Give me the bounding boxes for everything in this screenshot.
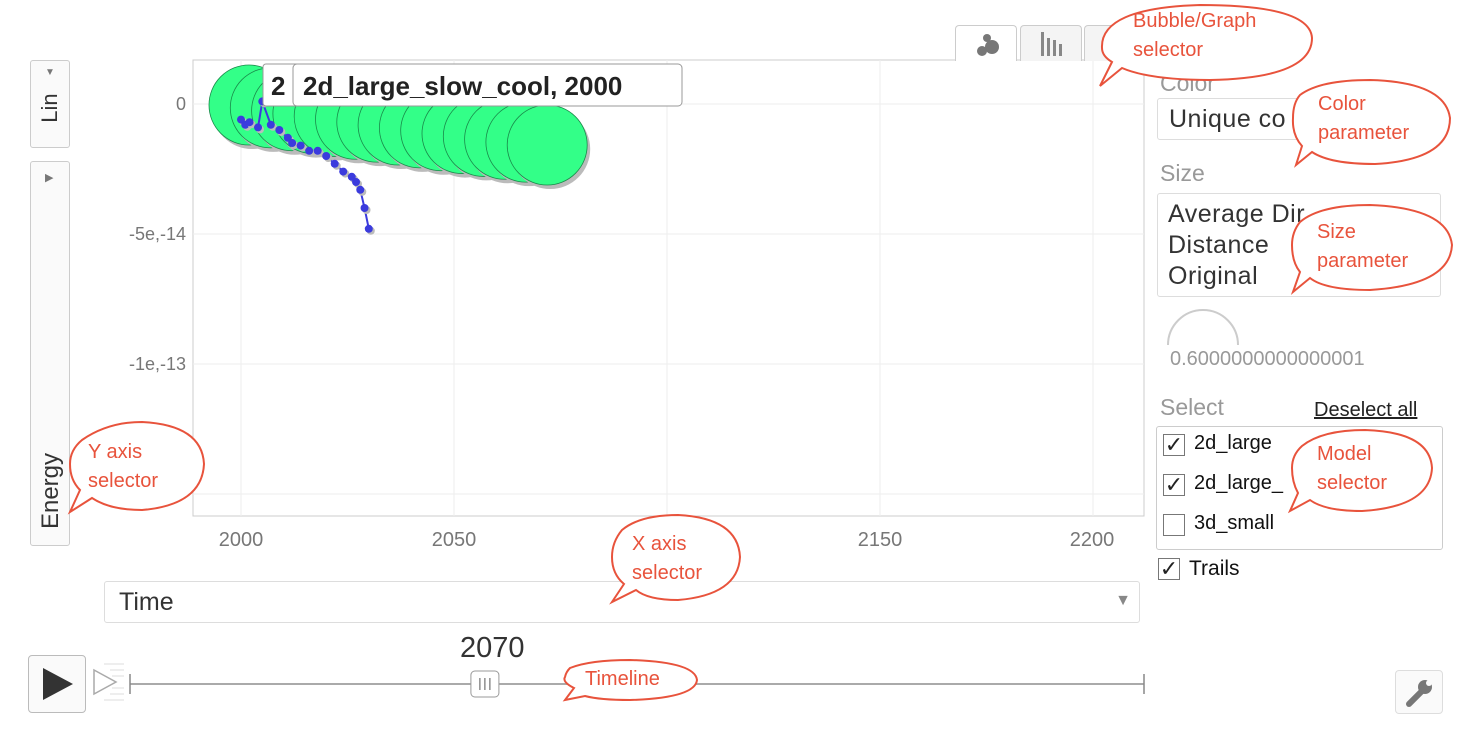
- model-checkbox[interactable]: [1163, 514, 1185, 536]
- trail-point: [339, 167, 348, 176]
- x-tick-label: 2200: [1070, 529, 1115, 551]
- callout-line: Bubble/Graph: [1133, 10, 1257, 32]
- callout-text: Bubble/Graph selector: [1133, 7, 1256, 65]
- x-axis-ticks: 2000 2050 2150 2200: [219, 529, 1115, 551]
- trail-point: [364, 224, 373, 233]
- trail-point: [275, 126, 284, 134]
- callout-line: selector: [88, 470, 159, 492]
- model-label: 3d_small: [1194, 512, 1275, 534]
- trail-point: [296, 141, 305, 150]
- dropdown-arrow-icon: ▶: [45, 172, 54, 184]
- trail-point: [356, 185, 365, 194]
- trail-point: [266, 120, 275, 129]
- callout-line: Model: [1317, 443, 1372, 465]
- callout-line: Y axis: [88, 441, 143, 463]
- timeline-thumb[interactable]: [470, 670, 500, 698]
- callout-line: parameter: [1318, 122, 1410, 144]
- callout-text: Model selector: [1317, 440, 1387, 498]
- x-tick-label: 2150: [858, 529, 903, 551]
- model-label: 2d_large: [1194, 432, 1272, 454]
- opacity-value: 0.6000000000000001: [1170, 348, 1365, 370]
- callout-text: Y axis selector: [88, 438, 158, 496]
- x-tick-label: 2000: [219, 529, 264, 551]
- callout-text: X axis selector: [632, 530, 702, 588]
- tooltip-prefix: 2: [271, 71, 285, 101]
- size-label: Size: [1160, 160, 1205, 186]
- callout-line: Size: [1317, 221, 1356, 243]
- opacity-dial[interactable]: [1160, 305, 1250, 349]
- bubble: [506, 104, 588, 186]
- trail-point: [254, 123, 263, 132]
- model-label: 2d_large_: [1194, 472, 1283, 494]
- settings-button[interactable]: [1395, 670, 1443, 714]
- deselect-all-link[interactable]: Deselect all: [1314, 399, 1418, 421]
- trail-point: [288, 139, 297, 147]
- callout-line: Color: [1318, 93, 1366, 115]
- y-scale-selector[interactable]: ▼ Lin: [30, 60, 70, 148]
- model-selector-list: ✓ 2d_large ✓ 2d_large_ 3d_small: [1156, 426, 1443, 550]
- play-button[interactable]: [28, 655, 86, 713]
- trail-point: [313, 146, 322, 155]
- y-axis-selector[interactable]: ▶ Energy: [30, 161, 70, 546]
- bar-chart-icon: [1041, 32, 1062, 56]
- trail-point: [305, 146, 314, 155]
- x-axis-selector[interactable]: Time ▼: [104, 581, 1140, 623]
- timeline-year: 2070: [460, 632, 525, 664]
- trails-label: Trails: [1189, 557, 1240, 580]
- dropdown-arrow-icon: ▼: [45, 67, 55, 78]
- tab-bubble-chart[interactable]: [955, 25, 1017, 61]
- y-tick-label: -1e,-13: [129, 354, 186, 374]
- model-checkbox[interactable]: ✓: [1163, 472, 1185, 497]
- x-tick-label: 2050: [432, 529, 477, 551]
- tab-line-chart[interactable]: [1084, 25, 1114, 61]
- bubble-chart-icon: [977, 34, 999, 56]
- y-tick-label: 0: [176, 94, 186, 114]
- callout-line: selector: [1317, 472, 1388, 494]
- trail: [237, 97, 375, 235]
- step-icon[interactable]: [90, 662, 130, 702]
- trail-point: [330, 159, 339, 168]
- x-axis-value: Time: [119, 588, 174, 616]
- callout-line: X axis: [632, 533, 687, 555]
- wrench-icon: [1406, 680, 1432, 707]
- dropdown-arrow-icon: ▼: [1115, 592, 1131, 609]
- callout-text: Color parameter: [1318, 90, 1409, 148]
- color-label: Color: [1160, 70, 1215, 96]
- tooltip-text: 2d_large_slow_cool, 2000: [303, 71, 622, 101]
- select-label: Select: [1160, 394, 1224, 420]
- trail-point: [245, 118, 254, 127]
- trails-checkbox[interactable]: ✓: [1158, 556, 1180, 581]
- tab-bar-chart[interactable]: [1020, 25, 1082, 61]
- callout-line: parameter: [1317, 250, 1409, 272]
- callout-text: Size parameter: [1317, 218, 1408, 276]
- size-value-line: Average Dir: [1168, 200, 1306, 228]
- play-icon: [43, 668, 73, 700]
- callout-line: selector: [632, 562, 703, 584]
- trail-point: [322, 152, 331, 160]
- model-checkbox[interactable]: ✓: [1163, 432, 1185, 457]
- callout-text: Timeline: [585, 665, 660, 694]
- size-value-line: Original: [1168, 262, 1259, 290]
- size-value-line: Distance: [1168, 231, 1270, 259]
- callout-line: Timeline: [585, 668, 660, 690]
- tooltip: 2 2d_large_slow_cool, 2000: [262, 63, 683, 107]
- trail-point: [360, 204, 369, 212]
- trail-point: [352, 178, 361, 186]
- y-tick-label: -5e,-14: [129, 224, 186, 244]
- color-value: Unique co: [1169, 105, 1287, 133]
- y-axis-ticks: 0 -5e,-14 -1e,-13: [129, 94, 186, 374]
- callout-line: selector: [1133, 39, 1204, 61]
